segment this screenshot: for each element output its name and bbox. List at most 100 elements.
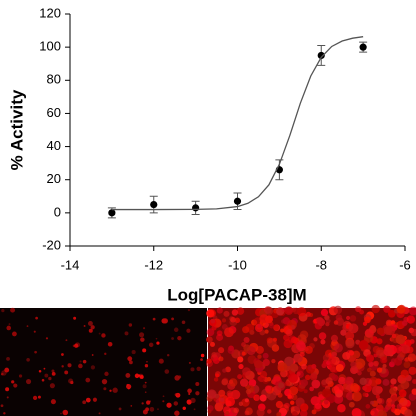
cell: [307, 366, 312, 371]
cell: [333, 320, 339, 325]
cell: [129, 360, 133, 365]
cell: [107, 341, 113, 347]
cell: [166, 353, 170, 357]
cell: [292, 307, 300, 315]
cell: [351, 391, 362, 402]
cell: [173, 401, 179, 406]
cell: [174, 375, 180, 381]
cell: [166, 402, 172, 408]
cell: [98, 332, 101, 335]
y-tick-label: 120: [39, 5, 61, 20]
cell: [193, 408, 196, 411]
cell: [61, 353, 64, 356]
y-tick-label: -20: [42, 237, 61, 252]
cell: [182, 406, 186, 411]
cell: [314, 403, 321, 410]
cell: [26, 325, 29, 328]
cell: [196, 366, 201, 371]
cell: [344, 376, 353, 385]
cell: [72, 344, 76, 348]
cell: [277, 362, 288, 372]
cell: [156, 341, 160, 345]
cell: [162, 400, 165, 403]
cell: [127, 387, 130, 390]
cell: [297, 334, 307, 344]
cell: [249, 329, 255, 335]
cell: [391, 394, 398, 401]
cell: [216, 307, 223, 314]
cell: [60, 412, 62, 415]
cell: [176, 393, 179, 396]
cell: [407, 353, 416, 362]
cell: [348, 323, 359, 334]
cell: [187, 388, 192, 394]
cell: [369, 370, 376, 377]
cell: [364, 328, 375, 338]
data-point: [150, 200, 158, 209]
cell: [127, 356, 133, 362]
cell: [44, 373, 49, 378]
cell: [43, 367, 46, 370]
cell: [245, 407, 253, 416]
cell: [383, 346, 393, 357]
cell: [174, 410, 180, 416]
cell: [138, 374, 141, 377]
cell: [391, 404, 396, 409]
cell: [377, 410, 387, 416]
cell: [158, 358, 164, 364]
cell: [389, 387, 397, 395]
cell: [237, 374, 243, 380]
data-point: [192, 204, 200, 212]
cell: [146, 400, 151, 405]
cell: [173, 327, 179, 333]
cell: [109, 389, 112, 392]
cell: [280, 319, 286, 324]
cell: [212, 357, 220, 365]
cell: [142, 348, 147, 353]
cell: [355, 361, 363, 370]
cell: [331, 374, 339, 381]
cell: [264, 329, 269, 334]
cell: [383, 326, 393, 335]
cell: [6, 356, 10, 361]
cell: [218, 356, 224, 362]
cell: [207, 309, 216, 318]
cell: [294, 405, 301, 412]
cell: [35, 316, 38, 320]
cell: [62, 409, 69, 416]
cell: [32, 395, 38, 401]
cell: [1, 309, 5, 313]
cell: [348, 350, 355, 356]
cell: [25, 378, 32, 385]
cell: [366, 367, 372, 373]
cell: [345, 331, 355, 341]
cell: [284, 306, 294, 315]
cell: [144, 381, 147, 384]
cell: [242, 367, 251, 376]
cell: [233, 407, 240, 414]
cell: [256, 408, 265, 416]
cell: [408, 306, 416, 316]
cell: [104, 371, 109, 377]
cell: [206, 336, 213, 344]
cell: [162, 318, 168, 324]
cell: [87, 321, 93, 326]
y-tick-label: 40: [47, 138, 61, 153]
cell: [300, 403, 309, 412]
cell: [237, 356, 244, 363]
cell: [112, 387, 118, 393]
cell: [238, 401, 244, 407]
cell: [393, 357, 403, 366]
cell: [290, 336, 298, 344]
x-tick-label: -8: [315, 257, 327, 272]
cell: [303, 389, 308, 394]
cell: [376, 327, 385, 335]
cell: [216, 333, 224, 341]
cell: [370, 400, 375, 405]
cell: [149, 406, 155, 412]
cell: [222, 368, 227, 373]
cell: [279, 404, 289, 414]
cell: [404, 409, 413, 416]
cell: [85, 397, 91, 403]
cell: [225, 410, 230, 416]
